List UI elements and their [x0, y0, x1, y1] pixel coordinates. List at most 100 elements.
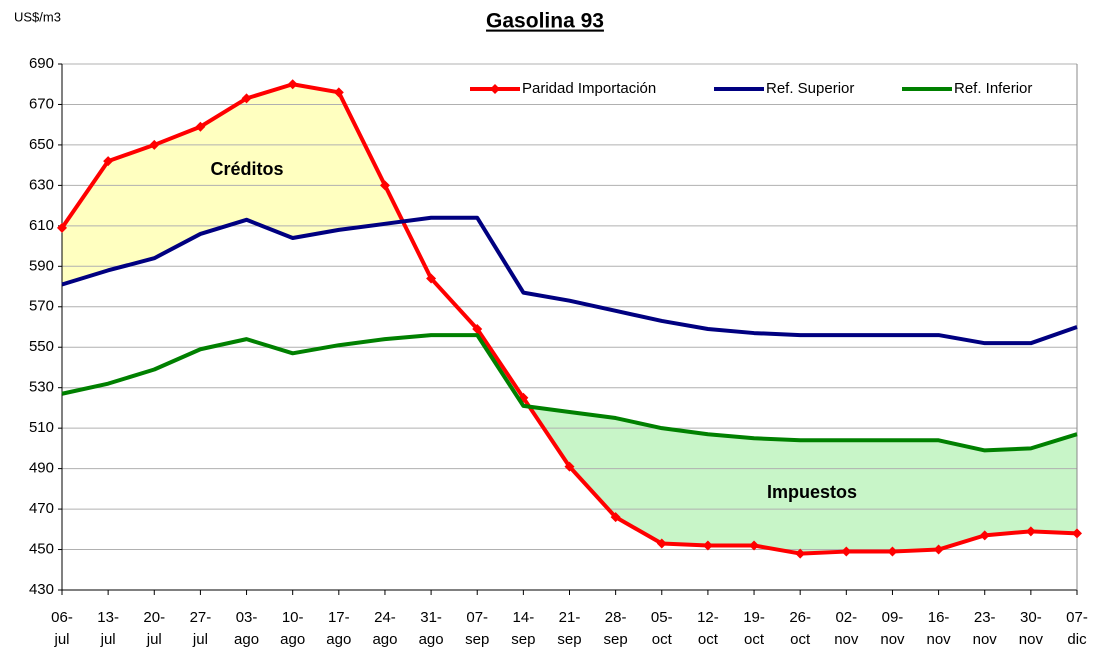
y-tick-label: 630: [29, 176, 54, 193]
x-tick-line: 07-: [1066, 609, 1088, 626]
x-tick-label: 05- oct: [651, 609, 673, 648]
y-tick-label: 570: [29, 298, 54, 315]
x-tick-line: dic: [1067, 631, 1087, 648]
x-tick-line: jul: [100, 631, 116, 648]
x-tick-line: 02-: [835, 609, 857, 626]
x-tick-line: sep: [465, 631, 489, 648]
y-axis-label: US$/m3: [14, 9, 61, 24]
point-marker: [57, 222, 67, 233]
x-tick-label: 03- ago: [234, 609, 259, 648]
y-tick-label: 450: [29, 541, 54, 558]
y-tick-label: 510: [29, 419, 54, 436]
y-tick-label: 610: [29, 217, 54, 234]
x-tick-label: 07- sep: [465, 609, 489, 648]
x-tick-label: 19- oct: [743, 609, 765, 648]
x-tick-label: 26- oct: [789, 609, 811, 648]
x-tick-line: 05-: [651, 609, 673, 626]
x-tick-line: 13-: [97, 609, 119, 626]
x-tick-line: 26-: [789, 609, 811, 626]
point-marker: [656, 538, 667, 549]
x-tick-line: ago: [234, 631, 259, 648]
x-tick-line: 24-: [374, 609, 396, 626]
x-tick-label: 02- nov: [834, 609, 859, 648]
point-marker: [472, 324, 483, 335]
y-tick-label: 550: [29, 338, 54, 355]
x-tick-line: nov: [1019, 631, 1044, 648]
x-tick-line: 12-: [697, 609, 719, 626]
point-marker: [1025, 526, 1036, 537]
x-tick-line: 16-: [928, 609, 950, 626]
x-tick-label: 27- jul: [190, 609, 212, 648]
y-tick-label: 470: [29, 500, 54, 517]
y-tick-label: 530: [29, 379, 54, 396]
x-tick-line: jul: [146, 631, 162, 648]
y-tick-label: 590: [29, 257, 54, 274]
x-tick-label: 12- oct: [697, 609, 719, 648]
x-tick-line: 06-: [51, 609, 73, 626]
x-tick-label: 31- ago: [419, 609, 444, 648]
y-tick-label: 670: [29, 95, 54, 112]
point-marker: [103, 156, 114, 167]
x-tick-line: ago: [280, 631, 305, 648]
x-tick-line: sep: [511, 631, 535, 648]
x-tick-line: ago: [419, 631, 444, 648]
x-tick-label: 23- nov: [973, 609, 998, 648]
x-tick-line: 28-: [605, 609, 627, 626]
y-tick-label: 650: [29, 136, 54, 153]
legend-marker: [490, 84, 500, 94]
x-tick-line: 23-: [974, 609, 996, 626]
x-tick-label: 09- nov: [880, 609, 905, 648]
x-tick-label: 14- sep: [511, 609, 535, 648]
x-tick-label: 17- ago: [326, 609, 351, 648]
x-tick-line: 31-: [420, 609, 442, 626]
y-tick-label: 430: [29, 581, 54, 598]
x-tick-line: 30-: [1020, 609, 1042, 626]
x-tick-label: 13- jul: [97, 609, 119, 648]
legend-label: Paridad Importación: [522, 80, 656, 97]
x-tick-label: 24- ago: [372, 609, 397, 648]
point-marker: [241, 93, 252, 104]
x-tick-line: 07-: [466, 609, 488, 626]
point-marker: [333, 87, 344, 98]
point-marker: [795, 548, 806, 559]
x-tick-line: jul: [53, 631, 69, 648]
point-marker: [702, 540, 713, 551]
x-tick-line: oct: [698, 631, 719, 648]
y-tick-label: 490: [29, 460, 54, 477]
point-marker: [1072, 528, 1082, 539]
x-tick-label: 07- dic: [1066, 609, 1088, 648]
point-marker: [426, 273, 437, 284]
shaded-area: [529, 406, 1077, 554]
x-tick-line: 19-: [743, 609, 765, 626]
point-marker: [287, 79, 298, 90]
x-tick-line: 03-: [236, 609, 258, 626]
x-tick-label: 20- jul: [143, 609, 165, 648]
shaded-area: [62, 84, 403, 285]
point-marker: [379, 180, 390, 191]
x-tick-line: oct: [790, 631, 811, 648]
point-marker: [841, 546, 852, 557]
chart-title: Gasolina 93: [486, 10, 604, 33]
x-tick-line: ago: [326, 631, 351, 648]
series-line: [61, 215, 1078, 346]
point-marker: [979, 530, 990, 541]
x-tick-line: nov: [880, 631, 905, 648]
point-marker: [933, 544, 944, 555]
x-tick-line: 27-: [190, 609, 212, 626]
x-tick-line: ago: [372, 631, 397, 648]
point-marker: [195, 121, 206, 132]
x-tick-line: 10-: [282, 609, 304, 626]
point-marker: [887, 546, 898, 557]
x-tick-line: nov: [973, 631, 998, 648]
x-tick-label: 21- sep: [557, 609, 581, 648]
x-tick-line: jul: [192, 631, 208, 648]
annotation: Créditos: [210, 159, 283, 179]
x-tick-line: 14-: [513, 609, 535, 626]
x-tick-line: nov: [834, 631, 859, 648]
point-marker: [749, 540, 760, 551]
legend-label: Ref. Superior: [766, 80, 854, 97]
series-line: [61, 333, 1078, 453]
x-tick-label: 30- nov: [1019, 609, 1044, 648]
x-tick-line: 21-: [559, 609, 581, 626]
